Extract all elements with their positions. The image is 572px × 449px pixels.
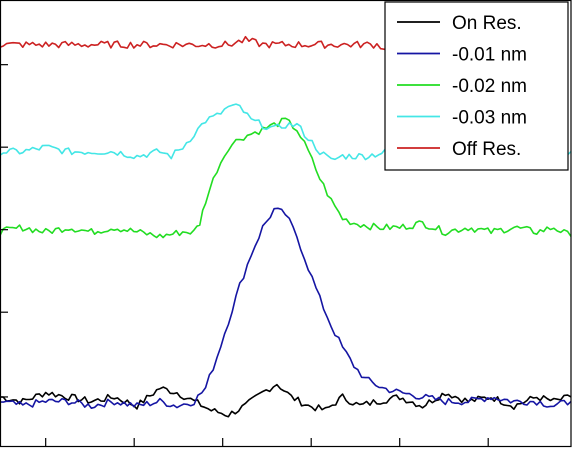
series-line-1 [0, 207, 572, 410]
legend-box [384, 1, 569, 171]
series-line-4 [0, 35, 389, 51]
legend-label-1: -0.01 nm [452, 45, 527, 66]
legend-label-3: -0.03 nm [452, 108, 527, 129]
series-line-2 [0, 117, 572, 239]
legend-label-0: On Res. [452, 13, 522, 34]
legend: On Res. -0.01 nm -0.02 nm -0.03 nm Off Res. [384, 1, 569, 171]
legend-label-2: -0.02 nm [452, 76, 527, 97]
legend-label-4: Off Res. [452, 139, 521, 160]
